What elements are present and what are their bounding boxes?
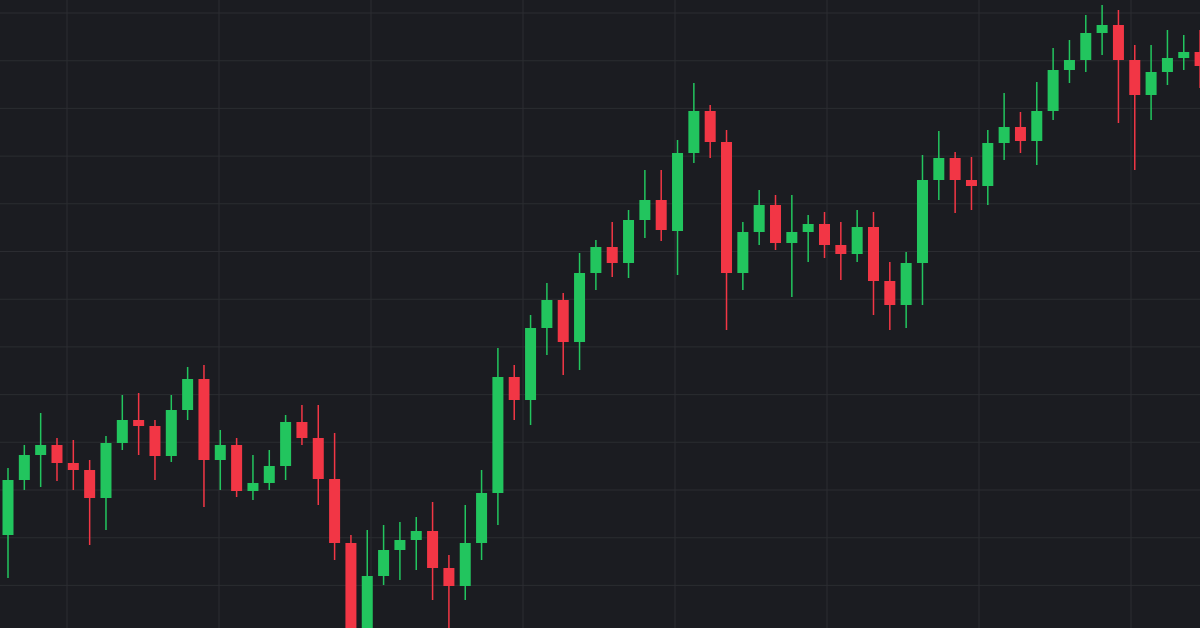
candle-body — [672, 153, 684, 231]
candle-body — [884, 281, 896, 305]
candle-body — [1161, 58, 1173, 72]
candle-body — [557, 300, 569, 342]
candle-body — [721, 142, 733, 273]
candle-body — [753, 205, 765, 232]
candle-body — [1014, 127, 1026, 141]
candle-body — [345, 543, 357, 628]
candle-body — [165, 410, 177, 456]
candle-body — [2, 480, 14, 535]
candle-body — [1063, 60, 1075, 70]
candle-body — [1129, 60, 1141, 95]
candle-body — [525, 328, 537, 400]
candle-body — [574, 273, 586, 342]
candle-body — [1194, 52, 1200, 66]
candle-body — [770, 205, 782, 243]
candle-body — [459, 543, 471, 586]
candle-body — [476, 493, 488, 543]
candle-body — [1096, 25, 1108, 33]
candle-body — [998, 127, 1010, 143]
candle-body — [802, 224, 814, 232]
candle-body — [182, 379, 194, 410]
candle-body — [116, 420, 128, 443]
candle-body — [1178, 52, 1190, 58]
candle-body — [655, 200, 667, 230]
candle-body — [443, 568, 455, 586]
candle-body — [639, 200, 651, 220]
candle-body — [1145, 72, 1157, 95]
candle-body — [329, 479, 341, 543]
candle-body — [786, 232, 798, 243]
candle-body — [247, 483, 259, 491]
candle-body — [606, 247, 618, 263]
candle-body — [427, 531, 439, 568]
candle-body — [590, 247, 602, 273]
candle-body — [508, 377, 520, 400]
candle-body — [214, 445, 226, 460]
candle-body — [1080, 33, 1092, 60]
candle-body — [378, 550, 390, 576]
candle-body — [51, 445, 63, 463]
candle-body — [1047, 70, 1059, 111]
candle-body — [410, 531, 422, 540]
candle-body — [933, 158, 945, 180]
candle-body — [688, 111, 700, 153]
candle-body — [18, 455, 30, 480]
candle-body — [67, 463, 79, 470]
candle-body — [492, 377, 504, 493]
candle-body — [1112, 25, 1124, 60]
candle-body — [312, 438, 324, 479]
candle-body — [133, 420, 145, 426]
candle-body — [851, 227, 863, 254]
candle-body — [982, 143, 994, 186]
candle-body — [149, 426, 161, 456]
candle-body — [263, 466, 275, 483]
candle-body — [198, 379, 210, 460]
candle-body — [296, 422, 308, 438]
candle-body — [737, 232, 749, 273]
candle-body — [965, 180, 977, 186]
candle-body — [541, 300, 553, 328]
candle-body — [916, 180, 928, 263]
candle-body — [100, 443, 112, 498]
candle-body — [623, 220, 635, 263]
candle-body — [35, 445, 47, 455]
candle-body — [1031, 111, 1043, 141]
candle-body — [704, 111, 716, 142]
candle-body — [949, 158, 961, 180]
candle-body — [819, 224, 830, 245]
candle-body — [394, 540, 406, 550]
candle-body — [84, 470, 96, 498]
candle-body — [280, 422, 292, 466]
candle-body — [835, 245, 847, 254]
candle-body — [231, 445, 243, 491]
candle-body — [361, 576, 373, 628]
candle-body — [900, 263, 912, 305]
candle-body — [867, 227, 879, 281]
